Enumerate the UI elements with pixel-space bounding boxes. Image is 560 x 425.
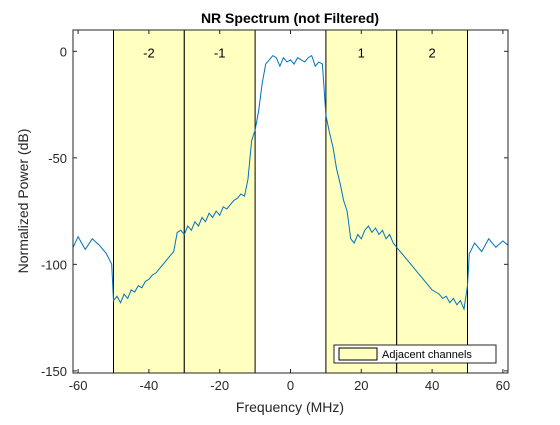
- x-tick-label: 20: [354, 378, 368, 393]
- band-label: 2: [428, 46, 435, 61]
- adjacent-channel-bands: [112, 30, 469, 373]
- band-label: 1: [358, 46, 365, 61]
- adjacent-channel-band: [325, 30, 398, 373]
- x-tick-label: 60: [496, 378, 510, 393]
- band-label: -1: [214, 46, 226, 61]
- adjacent-channel-band: [112, 30, 185, 373]
- plot-area: -2 -1 1 2 -60 -40 -20 0 20 40 60 0 -50 -100 -150 Adjace…: [41, 29, 510, 393]
- adjacent-channel-band: [396, 30, 469, 373]
- x-tick-label: -60: [69, 378, 88, 393]
- y-tick-label: -150: [41, 364, 67, 379]
- x-tick-label: -20: [210, 378, 229, 393]
- x-tick-label: 0: [287, 378, 294, 393]
- y-tick-label: -100: [41, 257, 67, 272]
- y-tick-label: 0: [60, 44, 67, 59]
- x-tick-label: -40: [140, 378, 159, 393]
- y-tick-label: -50: [48, 151, 67, 166]
- x-axis-label: Frequency (MHz): [236, 399, 344, 415]
- legend: Adjacent channels: [333, 344, 497, 364]
- y-axis-label: Normalized Power (dB): [15, 129, 31, 274]
- spectrum-line: [73, 54, 508, 311]
- legend-swatch: [338, 347, 378, 361]
- band-label: -2: [143, 46, 155, 61]
- x-tick-label: 40: [425, 378, 439, 393]
- adjacent-channel-band: [183, 30, 256, 373]
- legend-label: Adjacent channels: [382, 349, 472, 361]
- chart-title: NR Spectrum (not Filtered): [201, 10, 379, 26]
